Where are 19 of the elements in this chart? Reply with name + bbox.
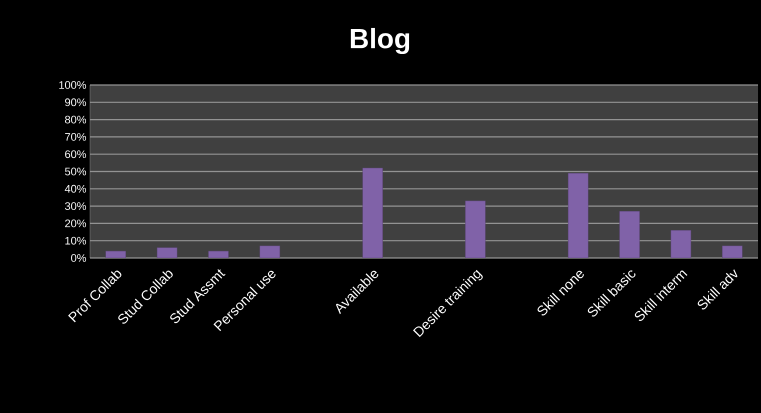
y-tick-label: 0% [71, 254, 86, 262]
y-tick-label: 50% [64, 168, 86, 176]
bar [670, 230, 692, 258]
y-tick-label: 40% [64, 184, 86, 193]
chart-title: Blog [350, 28, 410, 54]
y-tick-label: 30% [64, 202, 86, 210]
y-tick-label: 60% [65, 150, 86, 158]
bar [465, 200, 486, 258]
y-tick-label: 10% [65, 236, 86, 245]
bar [619, 211, 640, 258]
y-tick-label: 20% [65, 220, 86, 228]
y-tick-label: 100% [59, 81, 86, 89]
bar [568, 173, 588, 258]
y-tick-label: 70% [65, 133, 86, 141]
y-tick-label: 80% [65, 116, 86, 124]
y-tick-label: 90% [65, 98, 86, 106]
bar [722, 246, 743, 258]
bar [362, 168, 383, 258]
bar [260, 246, 280, 258]
